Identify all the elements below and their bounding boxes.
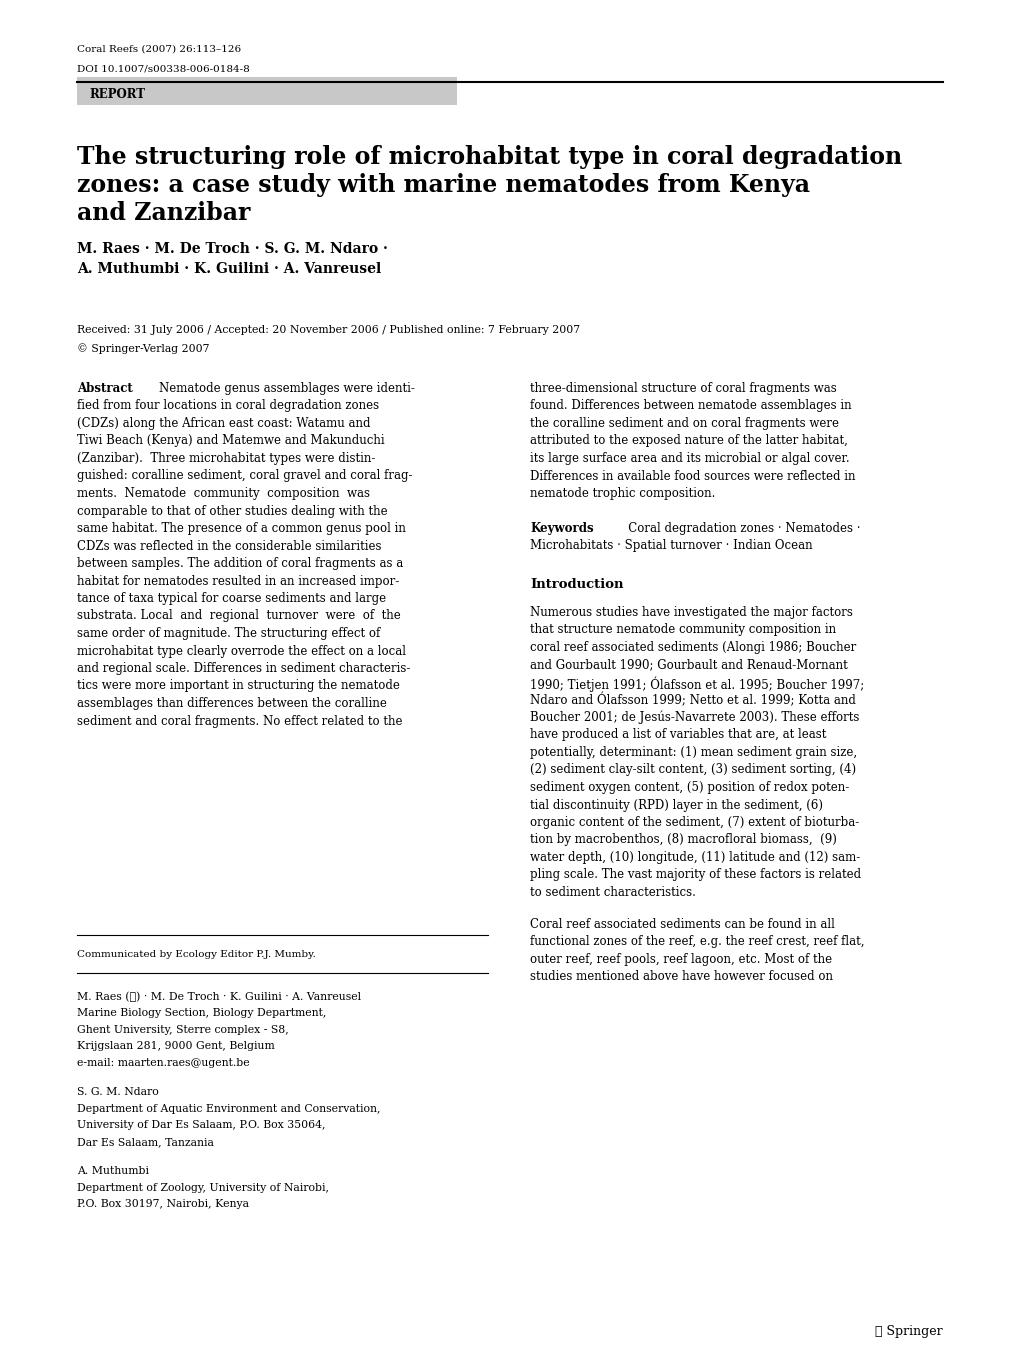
Text: same order of magnitude. The structuring effect of: same order of magnitude. The structuring… (76, 626, 380, 640)
Text: University of Dar Es Salaam, P.O. Box 35064,: University of Dar Es Salaam, P.O. Box 35… (76, 1120, 325, 1131)
Text: Department of Aquatic Environment and Conservation,: Department of Aquatic Environment and Co… (76, 1104, 380, 1113)
Text: guished: coralline sediment, coral gravel and coral frag-: guished: coralline sediment, coral grave… (76, 469, 412, 483)
Text: CDZs was reflected in the considerable similarities: CDZs was reflected in the considerable s… (76, 540, 381, 552)
Text: sediment and coral fragments. No effect related to the: sediment and coral fragments. No effect … (76, 715, 403, 728)
Text: Coral degradation zones · Nematodes ·: Coral degradation zones · Nematodes · (616, 522, 860, 536)
Text: Coral reef associated sediments can be found in all: Coral reef associated sediments can be f… (530, 918, 835, 930)
Text: fied from four locations in coral degradation zones: fied from four locations in coral degrad… (76, 400, 379, 412)
Text: S. G. M. Ndaro: S. G. M. Ndaro (76, 1086, 159, 1097)
Bar (76, 77, 457, 104)
Text: sediment oxygen content, (5) position of redox poten-: sediment oxygen content, (5) position of… (530, 781, 849, 795)
Text: Krijgslaan 281, 9000 Gent, Belgium: Krijgslaan 281, 9000 Gent, Belgium (76, 1041, 274, 1051)
Text: studies mentioned above have however focused on: studies mentioned above have however foc… (530, 970, 833, 983)
Text: habitat for nematodes resulted in an increased impor-: habitat for nematodes resulted in an inc… (76, 575, 398, 587)
Text: tion by macrobenthos, (8) macrofloral biomass,  (9): tion by macrobenthos, (8) macrofloral bi… (530, 834, 836, 846)
Text: assemblages than differences between the coralline: assemblages than differences between the… (76, 697, 386, 711)
Text: microhabitat type clearly overrode the effect on a local: microhabitat type clearly overrode the e… (76, 644, 406, 658)
Text: Ghent University, Sterre complex - S8,: Ghent University, Sterre complex - S8, (76, 1025, 288, 1035)
Text: found. Differences between nematode assemblages in: found. Differences between nematode asse… (530, 400, 851, 412)
Text: organic content of the sediment, (7) extent of bioturba-: organic content of the sediment, (7) ext… (530, 816, 858, 829)
Text: Differences in available food sources were reflected in: Differences in available food sources we… (530, 469, 855, 483)
Text: Boucher 2001; de Jesús-Navarrete 2003). These efforts: Boucher 2001; de Jesús-Navarrete 2003). … (530, 711, 859, 724)
Text: e-mail: maarten.raes@ugent.be: e-mail: maarten.raes@ugent.be (76, 1058, 250, 1069)
Text: potentially, determinant: (1) mean sediment grain size,: potentially, determinant: (1) mean sedim… (530, 746, 856, 759)
Text: Department of Zoology, University of Nairobi,: Department of Zoology, University of Nai… (76, 1182, 329, 1192)
Text: the coralline sediment and on coral fragments were: the coralline sediment and on coral frag… (530, 418, 839, 430)
Text: A. Muthumbi · K. Guilini · A. Vanreusel: A. Muthumbi · K. Guilini · A. Vanreusel (76, 262, 381, 277)
Text: three-dimensional structure of coral fragments was: three-dimensional structure of coral fra… (530, 382, 836, 395)
Text: that structure nematode community composition in: that structure nematode community compos… (530, 624, 836, 636)
Text: tance of taxa typical for coarse sediments and large: tance of taxa typical for coarse sedimen… (76, 593, 386, 605)
Text: P.O. Box 30197, Nairobi, Kenya: P.O. Box 30197, Nairobi, Kenya (76, 1199, 249, 1210)
Text: Microhabitats · Spatial turnover · Indian Ocean: Microhabitats · Spatial turnover · India… (530, 540, 812, 552)
Text: Introduction: Introduction (530, 578, 623, 591)
Text: The structuring role of microhabitat type in coral degradation: The structuring role of microhabitat typ… (76, 145, 901, 170)
Text: pling scale. The vast majority of these factors is related: pling scale. The vast majority of these … (530, 868, 860, 881)
Text: Numerous studies have investigated the major factors: Numerous studies have investigated the m… (530, 606, 852, 618)
Text: M. Raes · M. De Troch · S. G. M. Ndaro ·: M. Raes · M. De Troch · S. G. M. Ndaro · (76, 241, 387, 256)
Text: M. Raes (✉) · M. De Troch · K. Guilini · A. Vanreusel: M. Raes (✉) · M. De Troch · K. Guilini ·… (76, 991, 361, 1002)
Text: have produced a list of variables that are, at least: have produced a list of variables that a… (530, 728, 825, 742)
Text: © Springer-Verlag 2007: © Springer-Verlag 2007 (76, 343, 209, 354)
Text: Communicated by Ecology Editor P.J. Mumby.: Communicated by Ecology Editor P.J. Mumb… (76, 951, 316, 959)
Text: and regional scale. Differences in sediment characteris-: and regional scale. Differences in sedim… (76, 662, 410, 675)
Text: Dar Es Salaam, Tanzania: Dar Es Salaam, Tanzania (76, 1138, 214, 1147)
Text: and Gourbault 1990; Gourbault and Renaud-Mornant: and Gourbault 1990; Gourbault and Renaud… (530, 659, 847, 671)
Text: nematode trophic composition.: nematode trophic composition. (530, 487, 714, 500)
Text: substrata. Local  and  regional  turnover  were  of  the: substrata. Local and regional turnover w… (76, 609, 400, 622)
Text: same habitat. The presence of a common genus pool in: same habitat. The presence of a common g… (76, 522, 406, 536)
Text: attributed to the exposed nature of the latter habitat,: attributed to the exposed nature of the … (530, 434, 847, 447)
Text: Nematode genus assemblages were identi-: Nematode genus assemblages were identi- (159, 382, 415, 395)
Text: between samples. The addition of coral fragments as a: between samples. The addition of coral f… (76, 557, 403, 570)
Text: Keywords: Keywords (530, 522, 593, 536)
Text: to sediment characteristics.: to sediment characteristics. (530, 885, 695, 899)
Text: outer reef, reef pools, reef lagoon, etc. Most of the: outer reef, reef pools, reef lagoon, etc… (530, 952, 832, 965)
Text: Marine Biology Section, Biology Department,: Marine Biology Section, Biology Departme… (76, 1008, 326, 1018)
Text: (Zanzibar).  Three microhabitat types were distin-: (Zanzibar). Three microhabitat types wer… (76, 452, 375, 465)
Text: (CDZs) along the African east coast: Watamu and: (CDZs) along the African east coast: Wat… (76, 418, 370, 430)
Text: ments.  Nematode  community  composition  was: ments. Nematode community composition wa… (76, 487, 370, 500)
Text: (2) sediment clay-silt content, (3) sediment sorting, (4): (2) sediment clay-silt content, (3) sedi… (530, 763, 855, 777)
Text: and Zanzibar: and Zanzibar (76, 201, 250, 225)
Text: Received: 31 July 2006 / Accepted: 20 November 2006 / Published online: 7 Februa: Received: 31 July 2006 / Accepted: 20 No… (76, 325, 580, 335)
Text: Coral Reefs (2007) 26:113–126: Coral Reefs (2007) 26:113–126 (76, 45, 240, 54)
Text: Ndaro and Ólafsson 1999; Netto et al. 1999; Kotta and: Ndaro and Ólafsson 1999; Netto et al. 19… (530, 693, 855, 708)
Text: zones: a case study with marine nematodes from Kenya: zones: a case study with marine nematode… (76, 174, 809, 197)
Text: Tiwi Beach (Kenya) and Matemwe and Makunduchi: Tiwi Beach (Kenya) and Matemwe and Makun… (76, 434, 384, 447)
Text: coral reef associated sediments (Alongi 1986; Boucher: coral reef associated sediments (Alongi … (530, 641, 855, 654)
Text: DOI 10.1007/s00338-006-0184-8: DOI 10.1007/s00338-006-0184-8 (76, 65, 250, 75)
Text: 1990; Tietjen 1991; Ólafsson et al. 1995; Boucher 1997;: 1990; Tietjen 1991; Ólafsson et al. 1995… (530, 677, 863, 692)
Text: functional zones of the reef, e.g. the reef crest, reef flat,: functional zones of the reef, e.g. the r… (530, 936, 864, 948)
Text: Abstract: Abstract (76, 382, 132, 395)
Text: A. Muthumbi: A. Muthumbi (76, 1166, 149, 1176)
Text: comparable to that of other studies dealing with the: comparable to that of other studies deal… (76, 504, 387, 518)
Text: tics were more important in structuring the nematode: tics were more important in structuring … (76, 679, 399, 693)
Text: ℒ Springer: ℒ Springer (874, 1325, 943, 1338)
Text: its large surface area and its microbial or algal cover.: its large surface area and its microbial… (530, 452, 849, 465)
Text: water depth, (10) longitude, (11) latitude and (12) sam-: water depth, (10) longitude, (11) latitu… (530, 852, 859, 864)
Text: tial discontinuity (RPD) layer in the sediment, (6): tial discontinuity (RPD) layer in the se… (530, 799, 822, 811)
Text: REPORT: REPORT (89, 88, 145, 100)
